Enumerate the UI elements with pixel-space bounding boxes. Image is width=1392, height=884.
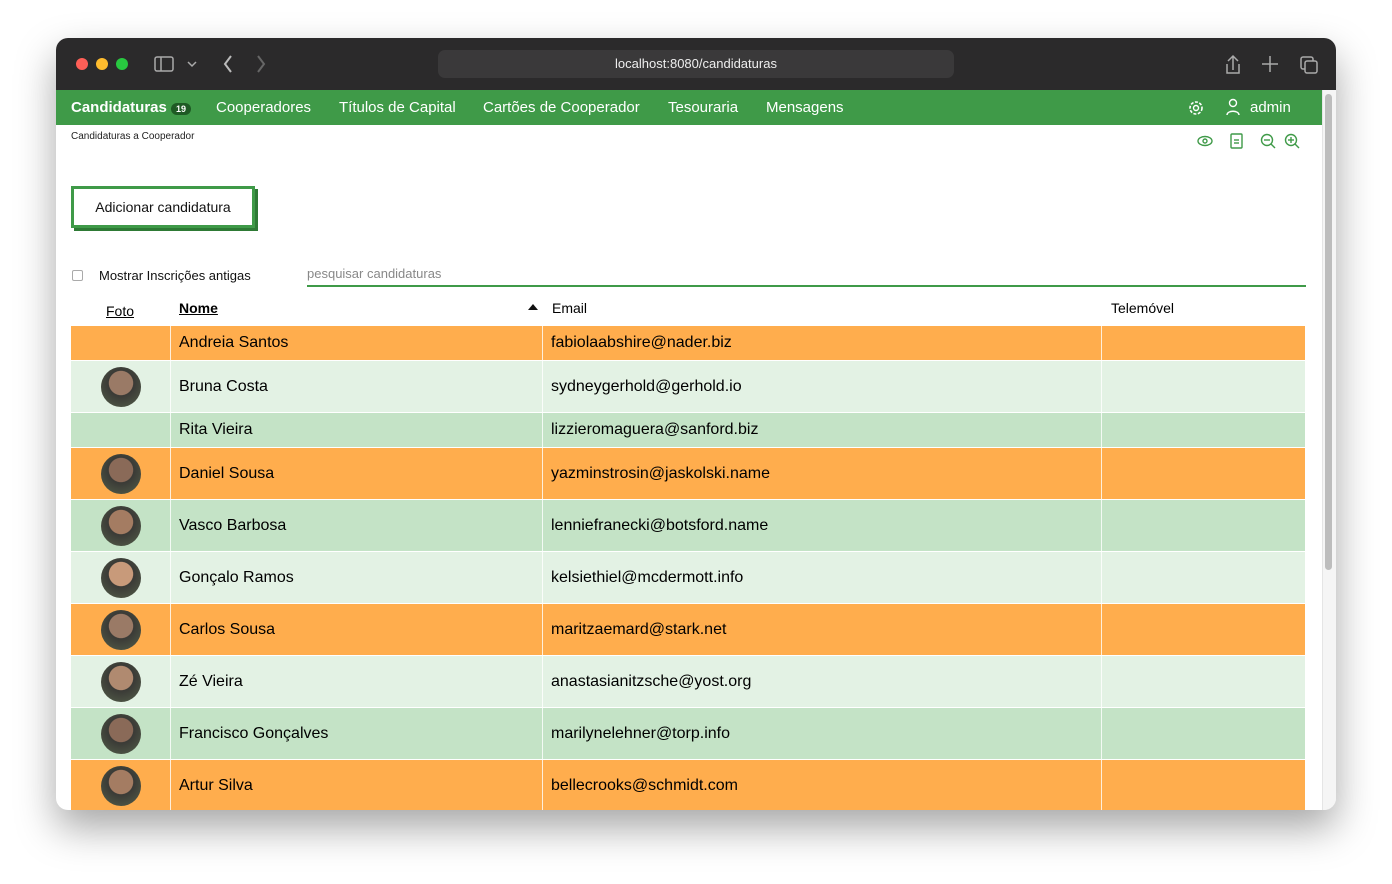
table-row[interactable]: Francisco Gonçalves marilynelehner@torp.i… bbox=[71, 708, 1305, 759]
user-name[interactable]: admin bbox=[1250, 99, 1291, 116]
browser-window: localhost:8080/candidaturas Candidaturas… bbox=[56, 38, 1336, 810]
email-cell: kelsiethiel@mcdermott.info bbox=[543, 552, 1102, 603]
phone-cell bbox=[1102, 552, 1305, 603]
photo-cell bbox=[71, 413, 171, 447]
search-placeholder: pesquisar candidaturas bbox=[307, 266, 442, 281]
add-button[interactable]: Adicionar candidatura bbox=[71, 186, 255, 228]
nav-item[interactable]: Candidaturas 19 bbox=[71, 99, 192, 116]
window-controls bbox=[76, 55, 266, 73]
checkbox-label: Mostrar Inscrições antigas bbox=[99, 268, 251, 283]
phone-cell bbox=[1102, 760, 1305, 810]
breadcrumb: Candidaturas a Cooperador bbox=[71, 131, 195, 142]
checkbox[interactable] bbox=[72, 270, 83, 281]
badge: 19 bbox=[171, 103, 192, 115]
phone-cell bbox=[1102, 656, 1305, 707]
email-cell: fabiolaabshire@nader.biz bbox=[543, 326, 1102, 360]
photo-cell bbox=[71, 604, 171, 655]
name-cell: Bruna Costa bbox=[171, 361, 543, 412]
name-cell: Gonçalo Ramos bbox=[171, 552, 543, 603]
avatar bbox=[100, 661, 141, 702]
table-row[interactable]: Vasco Barbosa lenniefranecki@botsford.nam… bbox=[71, 500, 1305, 551]
phone-cell bbox=[1102, 448, 1305, 499]
title-bar: localhost:8080/candidaturas bbox=[56, 38, 1336, 90]
scroll-thumb[interactable] bbox=[1325, 94, 1332, 570]
page-tools bbox=[1197, 133, 1300, 149]
name-cell: Rita Vieira bbox=[171, 413, 543, 447]
avatar bbox=[100, 505, 141, 546]
sort-indicator bbox=[528, 304, 538, 310]
name-cell: Vasco Barbosa bbox=[171, 500, 543, 551]
table-row[interactable]: Rita Vieira lizzieromaguera@sanford.biz bbox=[71, 413, 1305, 447]
email-cell: marilynelehner@torp.info bbox=[543, 708, 1102, 759]
email-cell: lenniefranecki@botsford.name bbox=[543, 500, 1102, 551]
table-row[interactable]: Gonçalo Ramos kelsiethiel@mcdermott.info bbox=[71, 552, 1305, 603]
photo-cell bbox=[71, 760, 171, 810]
photo-cell bbox=[71, 656, 171, 707]
table-row[interactable]: Carlos Sousa maritzaemard@stark.net bbox=[71, 604, 1305, 655]
nav-item[interactable]: Cooperadores bbox=[216, 99, 312, 116]
phone-cell bbox=[1102, 708, 1305, 759]
phone-cell bbox=[1102, 604, 1305, 655]
photo-cell bbox=[71, 500, 171, 551]
table-row[interactable]: Zé Vieira anastasianitzsche@yost.org bbox=[71, 656, 1305, 707]
email-cell: bellecrooks@schmidt.com bbox=[543, 760, 1102, 810]
email-cell: yazminstrosin@jaskolski.name bbox=[543, 448, 1102, 499]
column-header[interactable]: Nome bbox=[179, 300, 218, 316]
search-input[interactable]: pesquisar candidaturas bbox=[307, 266, 1306, 287]
name-cell: Artur Silva bbox=[171, 760, 543, 810]
avatar bbox=[100, 713, 141, 754]
settings-icon[interactable] bbox=[1187, 99, 1205, 117]
email-cell: lizzieromaguera@sanford.biz bbox=[543, 413, 1102, 447]
email-cell: anastasianitzsche@yost.org bbox=[543, 656, 1102, 707]
avatar bbox=[100, 765, 141, 806]
name-cell: Andreia Santos bbox=[171, 326, 543, 360]
url-text: localhost:8080/candidaturas bbox=[615, 56, 777, 71]
avatar bbox=[100, 366, 141, 407]
nav-item[interactable]: Cartões de Cooperador bbox=[483, 99, 640, 116]
photo-cell bbox=[71, 326, 171, 360]
nav-item[interactable]: Títulos de Capital bbox=[339, 99, 456, 116]
photo-cell bbox=[71, 361, 171, 412]
phone-cell bbox=[1102, 413, 1305, 447]
nav-item[interactable]: Tesouraria bbox=[668, 99, 739, 116]
name-cell: Carlos Sousa bbox=[171, 604, 543, 655]
address-bar[interactable]: localhost:8080/candidaturas bbox=[438, 50, 954, 78]
name-cell: Francisco Gonçalves bbox=[171, 708, 543, 759]
name-cell: Zé Vieira bbox=[171, 656, 543, 707]
phone-cell bbox=[1102, 326, 1305, 360]
column-header[interactable]: Foto bbox=[106, 303, 135, 319]
user-icon bbox=[1226, 98, 1240, 116]
email-cell: sydneygerhold@gerhold.io bbox=[543, 361, 1102, 412]
name-cell: Daniel Sousa bbox=[171, 448, 543, 499]
table-row[interactable]: Daniel Sousa yazminstrosin@jaskolski.name bbox=[71, 448, 1305, 499]
avatar bbox=[100, 453, 141, 494]
photo-cell bbox=[71, 708, 171, 759]
avatar bbox=[100, 557, 141, 598]
column-header[interactable]: Email bbox=[552, 300, 588, 316]
phone-cell bbox=[1102, 500, 1305, 551]
toolbar-icons bbox=[1226, 54, 1318, 74]
photo-cell bbox=[71, 552, 171, 603]
phone-cell bbox=[1102, 361, 1305, 412]
photo-cell bbox=[71, 448, 171, 499]
table-header: Foto Nome Email Telemóvel bbox=[71, 295, 1305, 325]
nav-item[interactable]: Mensagens bbox=[766, 99, 844, 116]
email-cell: maritzaemard@stark.net bbox=[543, 604, 1102, 655]
avatar bbox=[100, 609, 141, 650]
table-row[interactable]: Artur Silva bellecrooks@schmidt.com bbox=[71, 760, 1305, 810]
column-header[interactable]: Telemóvel bbox=[1111, 300, 1175, 316]
nav-bar: Candidaturas 19 Cooperadores Títulos de … bbox=[56, 90, 1322, 125]
table-row[interactable]: Andreia Santos fabiolaabshire@nader.biz bbox=[71, 326, 1305, 360]
table-row[interactable]: Bruna Costa sydneygerhold@gerhold.io bbox=[71, 361, 1305, 412]
